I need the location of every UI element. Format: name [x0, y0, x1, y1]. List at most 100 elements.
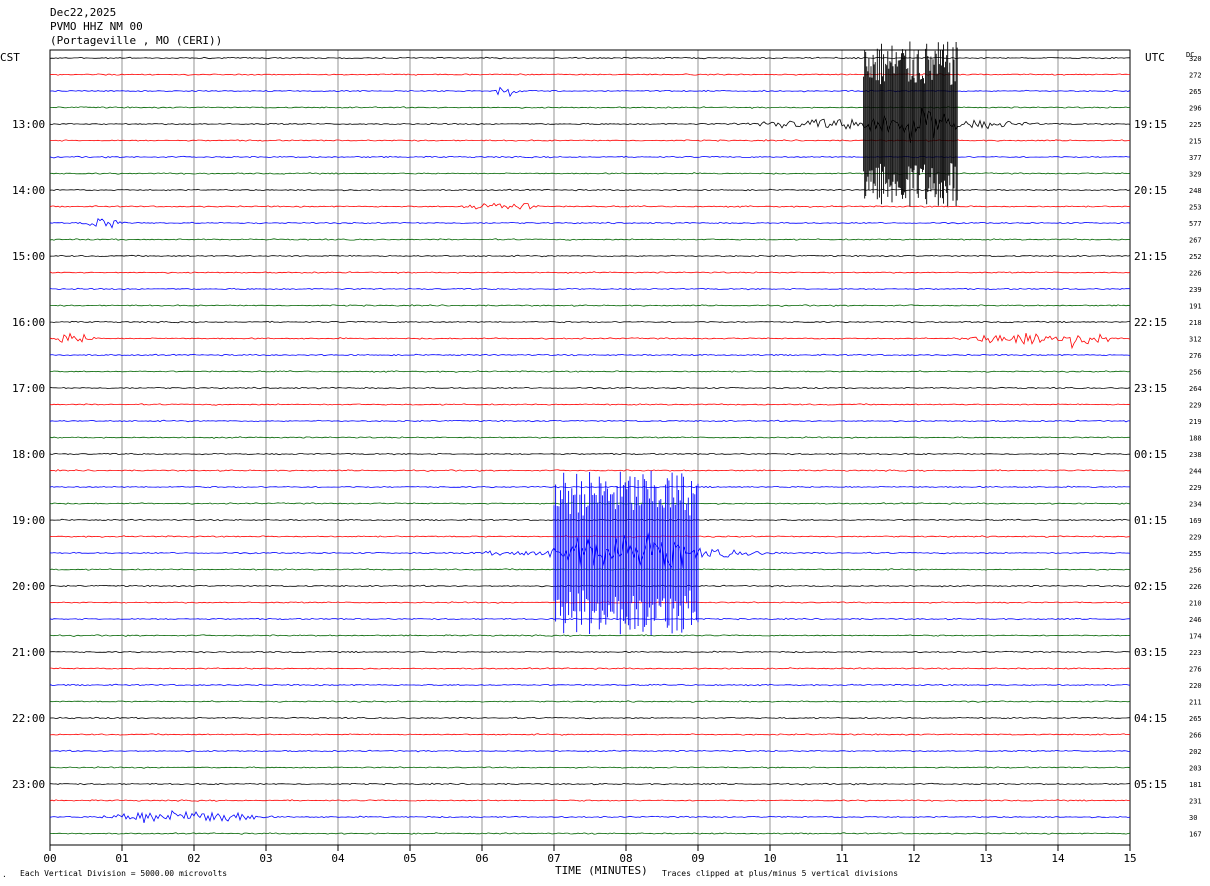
seismic-trace	[49, 386, 1131, 390]
dc-value-label: 220	[1189, 682, 1202, 690]
seismic-trace	[50, 320, 1130, 324]
dc-value-label: 329	[1189, 171, 1202, 179]
left-axis-title: CST	[0, 51, 20, 64]
dc-value-label: 215	[1189, 138, 1202, 146]
left-hour-label: 18:00	[12, 448, 45, 461]
right-hour-label: 21:15	[1134, 250, 1167, 263]
right-hour-label: 19:15	[1134, 118, 1167, 131]
seismic-trace	[49, 107, 1131, 143]
x-tick-label: 07	[547, 852, 560, 865]
dc-value-label: 246	[1189, 616, 1202, 624]
left-hour-labels: 13:00 14:00 15:00 16:00 17:00 18:00 19:00 20:00…	[12, 118, 45, 791]
x-tick-label: 13	[979, 852, 992, 865]
left-hour-label: 14:00	[12, 184, 45, 197]
left-hour-label: 17:00	[12, 382, 45, 395]
seismic-trace	[49, 683, 1131, 687]
seismic-trace	[49, 716, 1131, 720]
seismic-trace	[50, 766, 1131, 769]
left-hour-label: 16:00	[12, 316, 45, 329]
seismic-trace	[49, 749, 1131, 753]
dc-value-label: 229	[1189, 402, 1202, 410]
header-location: (Portageville , MO (CERI))	[50, 34, 222, 47]
dc-value-label: 253	[1189, 204, 1202, 212]
seismic-trace	[50, 139, 1131, 142]
header-date: Dec22,2025	[50, 6, 116, 19]
dc-value-label: 231	[1189, 798, 1202, 806]
dc-value-label: 174	[1189, 633, 1202, 641]
dc-value-label: 256	[1189, 567, 1202, 575]
dc-value-label: 265	[1189, 88, 1202, 96]
dc-value-label: 312	[1189, 336, 1202, 344]
seismic-trace	[49, 238, 1131, 241]
right-hour-label: 20:15	[1134, 184, 1167, 197]
seismic-trace	[49, 254, 1131, 258]
dc-value-label: 226	[1189, 583, 1202, 591]
dc-value-label: 169	[1189, 517, 1202, 525]
right-hour-labels: 19:15 20:15 21:15 22:15 23:15 00:15 01:15 02:15…	[1134, 118, 1167, 791]
left-hour-label: 20:00	[12, 580, 45, 593]
x-tick-label: 06	[475, 852, 488, 865]
dc-value-label: 267	[1189, 237, 1202, 245]
dc-value-label: 238	[1189, 451, 1202, 459]
seismic-trace	[49, 73, 1131, 76]
x-tick-label: 12	[907, 852, 920, 865]
seismic-trace	[49, 809, 1131, 823]
seismic-trace	[49, 271, 1131, 274]
dc-value-label: 167	[1189, 831, 1202, 839]
seismic-trace	[49, 436, 1131, 439]
minute-gridlines	[121, 50, 1059, 845]
dc-value-label: 276	[1189, 352, 1202, 360]
dc-value-label: 234	[1189, 501, 1202, 509]
dc-value-label: 191	[1189, 303, 1202, 311]
seismic-trace	[50, 106, 1131, 109]
scale-note: Each Vertical Division = 5000.00 microvo…	[20, 869, 227, 878]
right-hour-label: 00:15	[1134, 448, 1167, 461]
x-tick-label: 15	[1123, 852, 1136, 865]
seismic-trace	[49, 634, 1131, 637]
dc-value-label: 256	[1189, 369, 1202, 377]
right-hour-label: 23:15	[1134, 382, 1167, 395]
seismic-trace	[49, 469, 1131, 472]
clip-note: Traces clipped at plus/minus 5 vertical …	[662, 869, 898, 878]
seismic-trace	[49, 733, 1131, 736]
left-hour-label: 21:00	[12, 646, 45, 659]
dc-value-label: 229	[1189, 534, 1202, 542]
seismic-trace	[50, 304, 1131, 307]
dc-value-label: 248	[1189, 187, 1202, 195]
x-axis-title: TIME (MINUTES)	[555, 864, 648, 877]
dc-value-label: 219	[1189, 418, 1202, 426]
dc-value-label: 202	[1189, 748, 1202, 756]
x-tick-label: 14	[1051, 852, 1065, 865]
seismic-trace	[49, 86, 1131, 98]
dc-value-label: 265	[1189, 715, 1202, 723]
seismic-trace	[49, 202, 1131, 210]
dc-value-label: 252	[1189, 253, 1202, 261]
header-station: PVMO HHZ NM 00	[50, 20, 143, 33]
dc-value-label: 296	[1189, 105, 1202, 113]
left-hour-label: 19:00	[12, 514, 45, 527]
dc-value-label: 320	[1189, 55, 1202, 63]
dc-value-label: 266	[1189, 732, 1202, 740]
dc-value-label: 255	[1189, 550, 1202, 558]
seismic-trace	[49, 217, 1131, 229]
right-hour-label: 05:15	[1134, 778, 1167, 791]
seismic-trace	[49, 287, 1130, 291]
dc-value-label: 272	[1189, 72, 1202, 80]
seismic-trace	[49, 172, 1131, 175]
dc-value-label: 244	[1189, 468, 1202, 476]
left-hour-label: 23:00	[12, 778, 45, 791]
right-hour-label: 22:15	[1134, 316, 1167, 329]
seismic-trace	[49, 452, 1131, 456]
dc-value-label: 225	[1189, 121, 1202, 129]
dc-value-label: 188	[1189, 435, 1202, 443]
dc-value-label: 377	[1189, 154, 1202, 162]
seismic-trace	[49, 188, 1131, 192]
x-tick-label: 08	[619, 852, 632, 865]
dc-value-label: 226	[1189, 270, 1202, 278]
dc-value-label: 181	[1189, 781, 1202, 789]
right-hour-label: 01:15	[1134, 514, 1167, 527]
seismic-trace	[49, 650, 1131, 654]
seismic-trace	[49, 155, 1131, 159]
dc-value-label: 264	[1189, 385, 1202, 393]
